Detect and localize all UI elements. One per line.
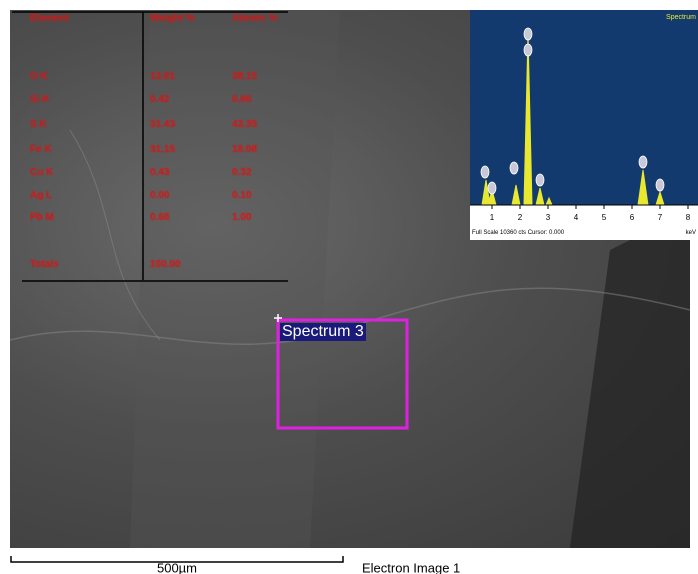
table-cell: 13.81 [150, 72, 175, 82]
table-total: 100.00 [150, 260, 181, 270]
table-cell: 0.42 [150, 95, 169, 105]
selection-label: Spectrum 3 [280, 323, 366, 341]
table-cell: Si K [30, 95, 49, 105]
table-cell: Cu K [30, 168, 53, 178]
table-cell: 0.66 [232, 95, 251, 105]
table-cell: 18.08 [232, 145, 257, 155]
tick-label: 3 [546, 213, 551, 222]
table-header: Atomic % [232, 14, 287, 24]
tick-label: 7 [658, 213, 663, 222]
tick-label: 8 [686, 213, 691, 222]
tick-label: 1 [490, 213, 495, 222]
page: Element Weight % Atomic % O K 13.81 38.15 Si K… [0, 0, 698, 574]
table-cell: S K [30, 120, 47, 130]
table-cell: 0.68 [150, 213, 169, 223]
table-cell: Ag L [30, 191, 52, 201]
tick-label: 5 [602, 213, 607, 222]
table-header: Element [30, 14, 85, 24]
spectrum-unit: keV [686, 230, 696, 236]
table-cell: Pb M [30, 213, 54, 223]
tick-label: 6 [630, 213, 635, 222]
table-cell: 0.32 [232, 168, 251, 178]
scale-bar-label: 500µm [157, 560, 197, 574]
image-caption: Electron Image 1 [362, 560, 460, 574]
footer-bar: 500µm Electron Image 1 [0, 548, 698, 574]
table-cell: O K [30, 72, 48, 82]
table-cell: Fe K [30, 145, 52, 155]
spectrum-title: Spectrum [666, 14, 696, 21]
table-total: Totals [30, 260, 59, 270]
table-cell: 38.15 [232, 72, 257, 82]
table-cell: 1.00 [232, 213, 251, 223]
tick-label: 4 [574, 213, 579, 222]
table-cell: 31.43 [150, 120, 175, 130]
table-cell: 43.35 [232, 120, 257, 130]
spectrum-inset: Spectrum 1 2 3 4 5 6 7 8 Full Scale 10360 cts C… [470, 10, 698, 240]
table-cell: 0.43 [150, 168, 169, 178]
table-cell: 0.00 [150, 191, 169, 201]
table-cell: 0.10 [232, 191, 251, 201]
spectrum-plot: Spectrum 1 2 3 4 5 6 7 8 Full Scale 10360 cts C… [470, 10, 698, 240]
spectrum-footer: Full Scale 10360 cts Cursor: 0.000 [472, 230, 565, 236]
tick-label: 2 [518, 213, 523, 222]
table-header: Weight % [150, 14, 205, 24]
table-cell: 31.15 [150, 145, 175, 155]
